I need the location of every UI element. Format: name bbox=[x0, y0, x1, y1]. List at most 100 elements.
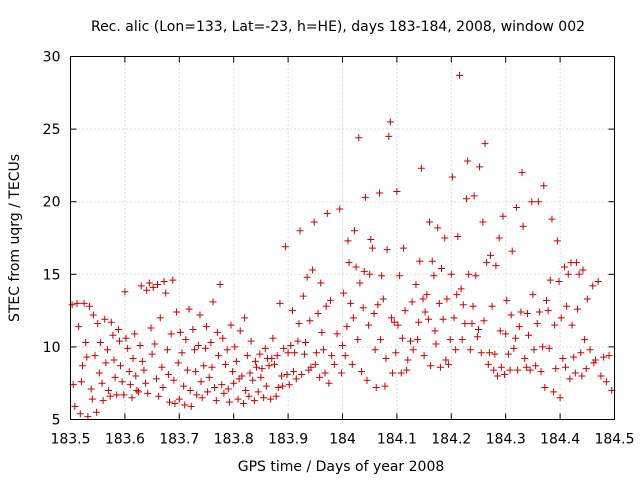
data-point bbox=[545, 344, 553, 352]
data-point bbox=[517, 308, 525, 316]
y-tick-label: 10 bbox=[43, 340, 61, 356]
data-point bbox=[225, 398, 233, 406]
data-point bbox=[523, 310, 531, 318]
data-point bbox=[589, 282, 597, 290]
data-point bbox=[316, 373, 324, 381]
data-point bbox=[468, 320, 476, 328]
data-point bbox=[537, 368, 545, 376]
data-point bbox=[174, 359, 182, 367]
data-point bbox=[198, 394, 206, 402]
data-point bbox=[209, 298, 217, 306]
data-point bbox=[414, 336, 422, 344]
data-point bbox=[506, 366, 514, 374]
x-tick-label: 184.2 bbox=[431, 432, 471, 448]
data-point bbox=[148, 350, 156, 358]
data-point bbox=[443, 295, 451, 303]
data-point bbox=[218, 381, 226, 389]
data-point bbox=[229, 368, 237, 376]
x-tick-label: 184 bbox=[329, 432, 356, 448]
data-point bbox=[303, 273, 311, 281]
data-point bbox=[483, 259, 491, 267]
data-point bbox=[572, 259, 580, 267]
data-point bbox=[382, 355, 390, 363]
data-point bbox=[361, 193, 369, 201]
data-point bbox=[555, 278, 563, 286]
data-point bbox=[156, 314, 164, 322]
data-point bbox=[365, 321, 373, 329]
data-point bbox=[510, 344, 518, 352]
data-point bbox=[278, 372, 286, 380]
data-point bbox=[294, 337, 302, 345]
chart-title: Rec. alic (Lon=133, Lat=-23, h=HE), days… bbox=[91, 19, 585, 35]
data-point bbox=[93, 408, 101, 416]
data-point bbox=[461, 320, 469, 328]
y-axis-label: STEC from uqrg / TECUs bbox=[7, 154, 23, 322]
data-point bbox=[398, 334, 406, 342]
data-point bbox=[140, 366, 148, 374]
x-axis-label: GPS time / Days of year 2008 bbox=[238, 459, 445, 475]
data-point bbox=[484, 360, 492, 368]
data-point bbox=[511, 334, 519, 342]
data-point bbox=[284, 349, 292, 357]
data-point bbox=[392, 349, 400, 357]
data-point bbox=[528, 198, 536, 206]
data-point bbox=[319, 346, 327, 354]
data-point bbox=[152, 375, 160, 383]
data-point bbox=[594, 278, 602, 286]
data-point bbox=[164, 370, 172, 378]
data-point bbox=[470, 192, 478, 200]
data-point bbox=[345, 259, 353, 267]
data-point bbox=[352, 263, 360, 271]
data-point bbox=[262, 382, 270, 390]
data-point bbox=[122, 334, 130, 342]
data-point bbox=[292, 375, 300, 383]
data-point bbox=[78, 362, 86, 370]
data-point bbox=[314, 310, 322, 318]
y-tick-label: 15 bbox=[43, 267, 61, 283]
data-point bbox=[566, 375, 574, 383]
data-point bbox=[371, 346, 379, 354]
data-point bbox=[180, 382, 188, 390]
data-point bbox=[363, 376, 371, 384]
data-point bbox=[370, 310, 378, 318]
data-point bbox=[76, 410, 84, 418]
data-point bbox=[423, 291, 431, 299]
x-tick-label: 183.5 bbox=[50, 432, 90, 448]
data-point bbox=[325, 379, 333, 387]
data-point bbox=[485, 349, 493, 357]
data-point bbox=[245, 392, 253, 400]
x-tick-label: 184.4 bbox=[540, 432, 580, 448]
data-point bbox=[87, 385, 95, 393]
data-point bbox=[80, 299, 88, 307]
data-point bbox=[479, 218, 487, 226]
data-point bbox=[191, 346, 199, 354]
data-point bbox=[219, 334, 227, 342]
data-point bbox=[91, 352, 99, 360]
data-point bbox=[455, 71, 463, 79]
data-point bbox=[120, 391, 128, 399]
data-point bbox=[310, 218, 318, 226]
data-point bbox=[291, 349, 299, 357]
data-point bbox=[114, 325, 122, 333]
data-point bbox=[249, 376, 257, 384]
data-point bbox=[336, 205, 344, 213]
data-point bbox=[377, 336, 385, 344]
data-point bbox=[591, 356, 599, 364]
data-point bbox=[408, 298, 416, 306]
data-point bbox=[375, 189, 383, 197]
data-point bbox=[401, 307, 409, 315]
data-point bbox=[321, 369, 329, 377]
data-point bbox=[445, 360, 453, 368]
data-point bbox=[176, 328, 184, 336]
data-point bbox=[465, 270, 473, 278]
data-point bbox=[238, 372, 246, 380]
data-point bbox=[552, 365, 560, 373]
data-point bbox=[435, 299, 443, 307]
data-point bbox=[171, 400, 179, 408]
data-point bbox=[126, 381, 134, 389]
data-point bbox=[389, 369, 397, 377]
data-point bbox=[397, 369, 405, 377]
data-point bbox=[403, 366, 411, 374]
x-tick-label: 184.1 bbox=[377, 432, 417, 448]
data-point bbox=[544, 307, 552, 315]
